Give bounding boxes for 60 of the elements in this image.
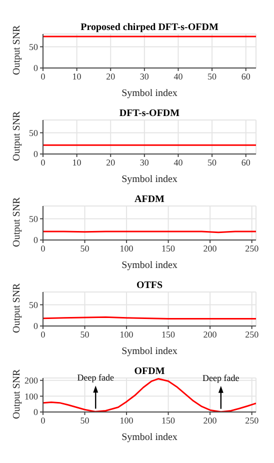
x-tick-label: 200 (203, 415, 218, 426)
x-axis-title: Symbol index (122, 432, 178, 443)
x-tick-label: 50 (80, 243, 90, 254)
y-tick-label: 0 (34, 63, 38, 74)
x-axis-title: Symbol index (122, 346, 178, 357)
x-tick-label: 0 (40, 243, 46, 254)
x-tick-label: 20 (106, 71, 116, 82)
x-tick-label: 100 (120, 415, 134, 426)
x-tick-label: 100 (120, 329, 134, 340)
chart-title: AFDM (134, 194, 166, 205)
x-tick-label: 10 (72, 157, 82, 168)
chart-title: Proposed chirped DFT-s-OFDM (80, 22, 220, 33)
x-tick-label: 0 (40, 157, 46, 168)
y-axis-title: Output SNR (12, 282, 23, 333)
y-axis-title: Output SNR (12, 196, 23, 247)
y-tick-label: 50 (29, 128, 38, 138)
x-tick-label: 150 (162, 329, 176, 340)
x-tick-label: 0 (40, 71, 46, 82)
y-tick-label: 0 (34, 321, 38, 332)
chart-title: DFT-s-OFDM (118, 108, 181, 119)
x-tick-label: 50 (80, 329, 90, 340)
x-tick-label: 40 (174, 157, 184, 168)
y-tick-label: 0 (34, 235, 38, 246)
y-tick-label: 0 (34, 149, 38, 160)
x-tick-label: 250 (245, 415, 260, 426)
x-tick-label: 60 (241, 71, 251, 82)
x-tick-label: 150 (162, 243, 176, 254)
y-axis-title: Output SNR (12, 110, 23, 161)
x-tick-label: 20 (106, 157, 116, 168)
x-tick-label: 250 (245, 329, 260, 340)
x-tick-label: 250 (245, 243, 260, 254)
annotation: Deep fade (77, 372, 114, 383)
x-tick-label: 200 (203, 329, 218, 340)
x-tick-label: 150 (162, 415, 176, 426)
y-tick-label: 0 (34, 407, 38, 418)
x-tick-label: 60 (241, 157, 251, 168)
x-tick-label: 50 (208, 157, 218, 168)
x-tick-label: 50 (208, 71, 218, 82)
y-axis-title: Output SNR (12, 24, 23, 75)
y-axis-title: Output SNR (12, 368, 23, 419)
x-tick-label: 40 (174, 71, 184, 82)
x-axis-title: Symbol index (122, 88, 178, 99)
chart-title: OFDM (134, 366, 165, 377)
y-tick-label: 50 (29, 300, 38, 310)
y-tick-label: 100 (24, 391, 38, 402)
x-tick-label: 10 (72, 71, 82, 82)
x-tick-label: 200 (203, 243, 218, 254)
x-axis-title: Symbol index (122, 174, 178, 185)
x-tick-label: 0 (40, 415, 46, 426)
x-tick-label: 30 (140, 71, 150, 82)
x-axis-title: Symbol index (122, 260, 178, 271)
annotation: Deep fade (202, 372, 240, 383)
y-tick-label: 200 (24, 376, 38, 386)
y-tick-label: 50 (29, 42, 38, 52)
x-tick-label: 0 (40, 329, 46, 340)
x-tick-label: 50 (80, 415, 90, 426)
x-tick-label: 100 (120, 243, 134, 254)
chart-title: OTFS (135, 280, 164, 291)
x-tick-label: 30 (140, 157, 150, 168)
y-tick-label: 50 (29, 214, 38, 224)
